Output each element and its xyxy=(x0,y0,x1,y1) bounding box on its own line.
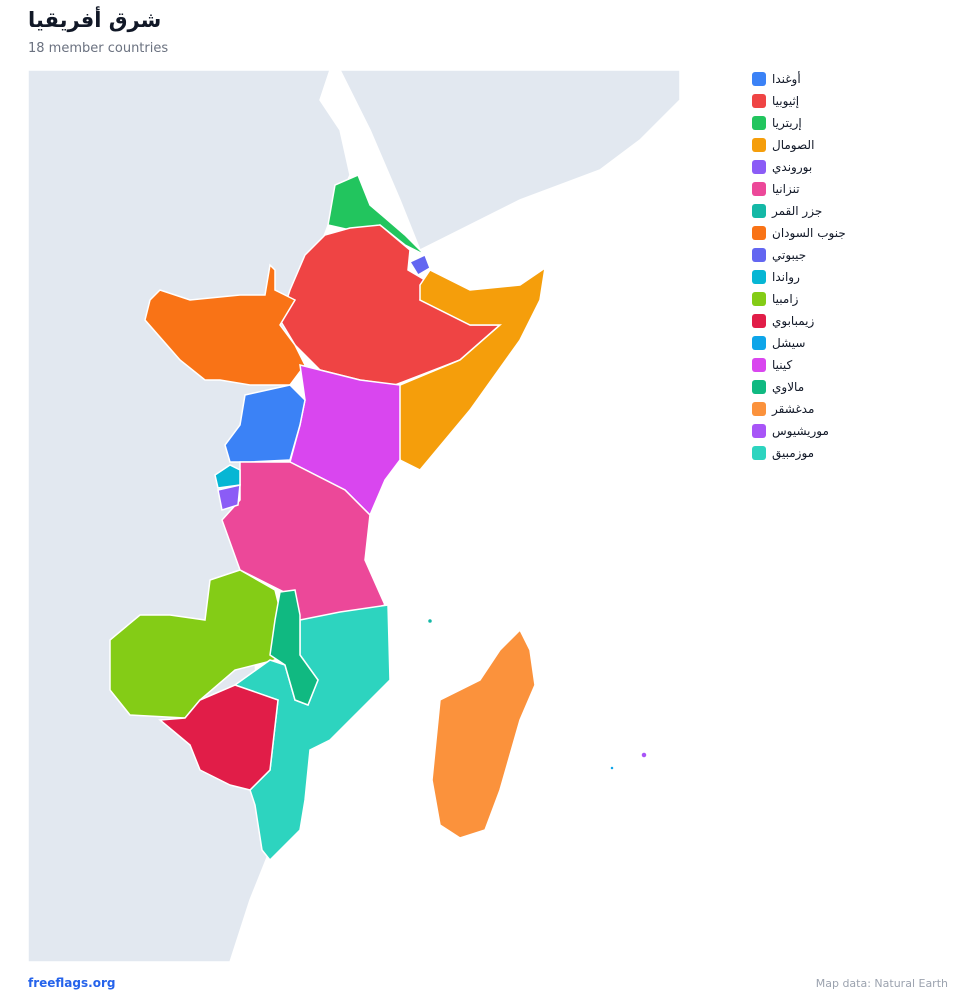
country xyxy=(269,589,319,706)
legend-swatch xyxy=(752,248,766,262)
legend-label: موريشيوس xyxy=(772,424,829,438)
legend-swatch xyxy=(752,336,766,350)
legend-item: رواندا xyxy=(752,266,846,288)
legend-swatch xyxy=(752,424,766,438)
legend-label: مدغشقر xyxy=(772,402,815,416)
legend-label: رواندا xyxy=(772,270,800,284)
legend-swatch xyxy=(752,182,766,196)
legend-label: سيشل xyxy=(772,336,806,350)
legend-swatch xyxy=(752,292,766,306)
legend-item: جزر القمر xyxy=(752,200,846,222)
legend-label: إريتريا xyxy=(772,116,802,130)
country xyxy=(609,765,615,771)
legend-swatch xyxy=(752,116,766,130)
country xyxy=(144,263,306,386)
legend-label: زامبيا xyxy=(772,292,799,306)
legend-label: بوروندي xyxy=(772,160,813,174)
legend-label: جزر القمر xyxy=(772,204,823,218)
subtitle: 18 member countries xyxy=(28,41,169,56)
legend-item: موريشيوس xyxy=(752,420,846,442)
legend-label: موزمبيق xyxy=(772,446,815,460)
credit: Map data: Natural Earth xyxy=(815,977,948,990)
country xyxy=(214,464,241,489)
legend-label: جنوب السودان xyxy=(772,226,846,240)
legend-item: تنزانيا xyxy=(752,178,846,200)
legend-label: كينيا xyxy=(772,358,793,372)
legend-item: موزمبيق xyxy=(752,442,846,464)
country xyxy=(217,484,241,511)
country xyxy=(224,384,306,463)
legend-label: مالاوي xyxy=(772,380,805,394)
legend-item: بوروندي xyxy=(752,156,846,178)
country xyxy=(158,684,279,791)
site-link[interactable]: freeflags.org xyxy=(28,976,116,990)
legend-item: مدغشقر xyxy=(752,398,846,420)
legend-label: إثيوبيا xyxy=(772,94,800,108)
legend-label: الصومال xyxy=(772,138,815,152)
legend-swatch xyxy=(752,94,766,108)
country xyxy=(408,253,431,277)
country xyxy=(394,266,547,471)
legend-swatch xyxy=(752,72,766,86)
legend-item: مالاوي xyxy=(752,376,846,398)
legend-item: الصومال xyxy=(752,134,846,156)
legend-item: إريتريا xyxy=(752,112,846,134)
legend-swatch xyxy=(752,314,766,328)
legend-swatch xyxy=(752,446,766,460)
legend-item: جنوب السودان xyxy=(752,222,846,244)
legend-swatch xyxy=(752,138,766,152)
legend-item: كينيا xyxy=(752,354,846,376)
country xyxy=(640,751,648,759)
legend: أوغندا إثيوبيا إريتريا الصومال بوروندي تنزاني… xyxy=(752,68,846,464)
legend-swatch xyxy=(752,226,766,240)
title: شرق أفريقيا xyxy=(28,8,162,32)
legend-item: أوغندا xyxy=(752,68,846,90)
legend-item: إثيوبيا xyxy=(752,90,846,112)
legend-label: أوغندا xyxy=(772,72,801,86)
legend-swatch xyxy=(752,204,766,218)
legend-item: سيشل xyxy=(752,332,846,354)
legend-swatch xyxy=(752,358,766,372)
land xyxy=(338,69,681,252)
country xyxy=(426,617,434,625)
legend-swatch xyxy=(752,402,766,416)
legend-label: زيمبابوي xyxy=(772,314,815,328)
legend-item: جيبوتي xyxy=(752,244,846,266)
legend-item: زيمبابوي xyxy=(752,310,846,332)
legend-swatch xyxy=(752,380,766,394)
country xyxy=(431,628,536,839)
legend-label: جيبوتي xyxy=(772,248,807,262)
legend-swatch xyxy=(752,270,766,284)
legend-label: تنزانيا xyxy=(772,182,800,196)
legend-item: زامبيا xyxy=(752,288,846,310)
legend-swatch xyxy=(752,160,766,174)
